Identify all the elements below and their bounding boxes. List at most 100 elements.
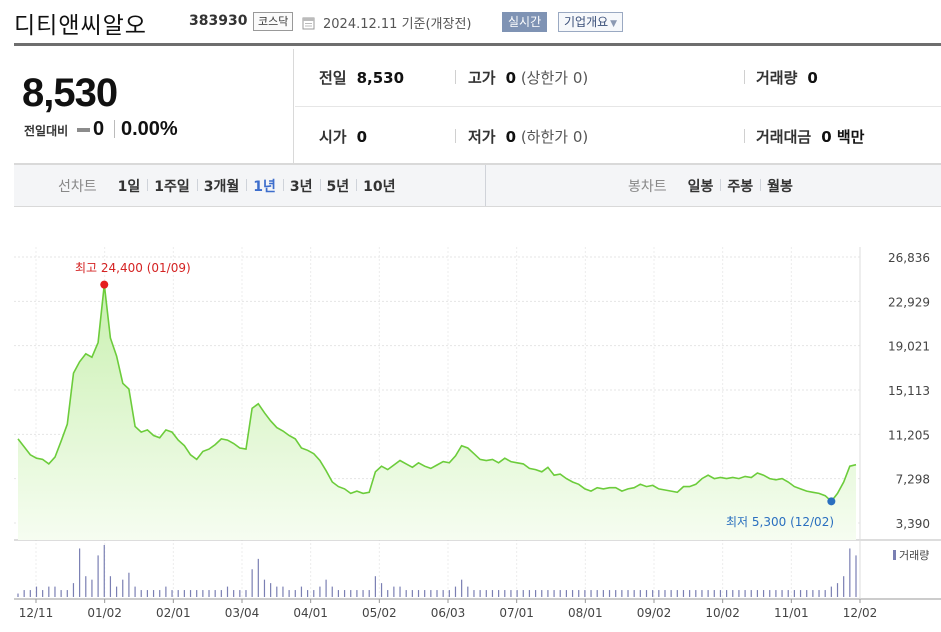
divider xyxy=(744,70,745,84)
line-tab-5[interactable]: 5년 xyxy=(319,176,357,196)
volume-bar xyxy=(467,586,469,597)
candle-tab-2[interactable]: 월봉 xyxy=(760,176,800,196)
volume-bar xyxy=(42,590,44,597)
volume-bar xyxy=(473,590,475,597)
realtime-button[interactable]: 실시간 xyxy=(502,12,548,32)
volume-bar xyxy=(645,590,648,597)
volume-bar xyxy=(615,590,617,597)
x-tick-label: 10/02 xyxy=(705,606,740,620)
volume-bar xyxy=(762,590,765,597)
volume-bar xyxy=(146,590,148,597)
volume-bar xyxy=(134,586,136,597)
volume-bar xyxy=(849,548,851,597)
line-tab-0[interactable]: 1일 xyxy=(117,178,141,195)
current-price: 8,530 xyxy=(22,71,118,115)
day-low: 저가 0 (하한가 0) xyxy=(468,126,588,147)
volume-bar xyxy=(294,590,296,597)
market-badge: 코스닥 xyxy=(253,12,294,31)
prev-close-label: 전일 xyxy=(319,69,347,87)
volume-bar xyxy=(707,590,709,597)
volume-bar xyxy=(60,590,62,597)
x-tick-label: 12/02 xyxy=(843,606,878,620)
volume-bar xyxy=(202,590,204,597)
volume-bar xyxy=(676,590,678,597)
volume-bar xyxy=(775,590,777,597)
volume-bar xyxy=(196,590,198,597)
price-line xyxy=(17,284,857,503)
volume-bar xyxy=(270,583,272,597)
volume-bar xyxy=(159,590,161,597)
x-tick-label: 01/02 xyxy=(87,606,122,620)
x-tick-label: 08/01 xyxy=(568,606,603,620)
line-tab-1[interactable]: 1주일 xyxy=(147,176,197,196)
price-area xyxy=(18,284,856,540)
volume-bar xyxy=(689,590,691,597)
volume-bar xyxy=(726,590,728,597)
volume-bar xyxy=(276,586,278,597)
volume-bar xyxy=(830,586,832,597)
x-tick-label: 05/02 xyxy=(362,606,397,620)
change-label: 전일대비 xyxy=(24,124,69,138)
y-tick-label: 11,205 xyxy=(888,428,930,442)
volume-bar xyxy=(565,590,567,597)
candle-tab-0[interactable]: 일봉 xyxy=(687,178,714,195)
y-tick-label: 7,298 xyxy=(896,473,930,487)
volume-bar xyxy=(337,590,340,597)
volume-bar xyxy=(528,590,531,597)
row-divider xyxy=(295,106,941,107)
trade-value-label: 거래대금 xyxy=(756,128,812,146)
volume-bar xyxy=(602,590,604,597)
volume-bar xyxy=(54,586,56,597)
line-tab-4[interactable]: 3년 xyxy=(282,176,320,196)
line-tab-3[interactable]: 1년 xyxy=(246,176,283,196)
low-value: 0 xyxy=(505,128,517,146)
line-tab-2[interactable]: 3개월 xyxy=(196,176,247,196)
volume-bar xyxy=(621,590,623,597)
price-chart[interactable]: 26,836 22,929 19,021 15,113 11,205 7,298 3,390… xyxy=(14,207,941,632)
volume-bar xyxy=(152,590,155,597)
volume-bar xyxy=(288,590,290,597)
x-tick-label: 04/01 xyxy=(293,606,328,620)
trade-value: 거래대금 0 백만 xyxy=(756,126,864,147)
candle-tab-1[interactable]: 주봉 xyxy=(720,176,760,196)
volume-bar xyxy=(208,590,210,597)
company-overview-button[interactable]: 기업개요 ▼ xyxy=(558,12,624,32)
volume-bar xyxy=(343,590,346,597)
volume-bar xyxy=(738,590,740,597)
volume-bar xyxy=(571,590,574,597)
volume-bar xyxy=(836,583,839,597)
upper-limit: (상한가 0) xyxy=(520,69,589,87)
volume-bar xyxy=(374,576,376,597)
volume-bar xyxy=(547,590,549,597)
volume-bar xyxy=(534,590,537,597)
volume-bar xyxy=(72,583,75,597)
volume-bar xyxy=(769,590,771,597)
volume-bar xyxy=(750,590,752,597)
divider xyxy=(744,129,745,143)
volume-bar xyxy=(658,590,660,597)
x-tick-label: 07/01 xyxy=(499,606,534,620)
volume-bar xyxy=(756,590,759,597)
y-tick-label: 3,390 xyxy=(896,517,930,531)
volume-bar xyxy=(282,586,284,597)
volume-bar xyxy=(79,548,81,597)
volume-bar xyxy=(781,590,783,597)
volume-bar xyxy=(436,590,438,597)
volume-bar xyxy=(430,590,432,597)
divider xyxy=(114,120,115,138)
volume-bar xyxy=(233,590,235,597)
line-tab-6[interactable]: 10년 xyxy=(356,176,402,196)
volume-bar xyxy=(85,576,87,597)
volume-bar xyxy=(331,586,333,597)
candle-chart-tabs: 봉차트 일봉 주봉 월봉 xyxy=(628,165,800,206)
low-annotation: 최저 5,300 (12/02) xyxy=(726,515,835,529)
volume-bar xyxy=(793,590,795,597)
open-price: 시가 0 xyxy=(319,126,367,147)
lower-limit: (하한가 0) xyxy=(520,128,589,146)
change-value: 0 xyxy=(93,118,105,140)
volume-bar xyxy=(307,590,309,597)
open-value: 0 xyxy=(356,128,368,146)
volume-bar xyxy=(701,590,703,597)
company-name: 디티앤씨알오 xyxy=(14,13,147,39)
volume-bar xyxy=(189,590,192,597)
